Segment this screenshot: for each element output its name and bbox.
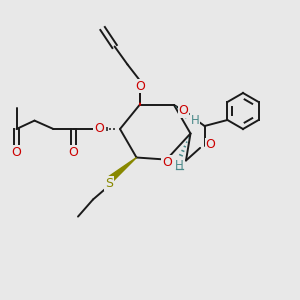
Text: O: O (162, 155, 172, 169)
Text: O: O (94, 122, 104, 135)
Text: O: O (206, 138, 215, 152)
Text: S: S (105, 177, 113, 190)
Text: O: O (68, 146, 78, 159)
Text: O: O (135, 80, 145, 93)
Text: H: H (191, 114, 200, 127)
Text: H: H (175, 159, 184, 172)
Text: O: O (11, 146, 21, 159)
Text: O: O (179, 104, 188, 117)
Polygon shape (107, 158, 136, 182)
